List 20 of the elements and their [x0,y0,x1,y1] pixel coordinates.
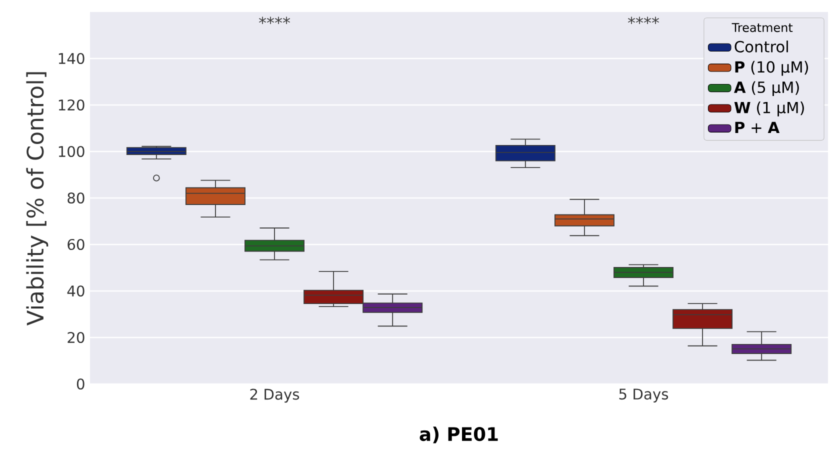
y-tick-label: 60 [68,238,84,250]
legend-label: Control [734,40,788,52]
annotation: **** [258,16,290,24]
y-tick-label: 20 [68,332,84,344]
y-tick-label: 140 [58,52,84,64]
y-tick-label: 0 [76,378,84,390]
y-tick-label: 40 [67,285,84,297]
legend-label: P (10 µM) [735,60,808,76]
legend-label: P + A [735,122,780,133]
text: a) PE01 [420,426,498,444]
legend-label: W (1 µM) [734,102,804,116]
y-tick-label: 120 [58,99,84,111]
x-tick-label: 2 Days [250,388,300,403]
legend-title: Treatment [732,23,793,32]
y-axis-title: Viability [% of Control] [26,72,48,326]
y-tick-label: 80 [68,192,84,204]
x-tick-label: 5 Days [619,388,668,402]
y-tick-label: 100 [58,146,84,158]
legend-label: A (5 µM) [734,81,799,96]
annotation: **** [628,16,660,24]
